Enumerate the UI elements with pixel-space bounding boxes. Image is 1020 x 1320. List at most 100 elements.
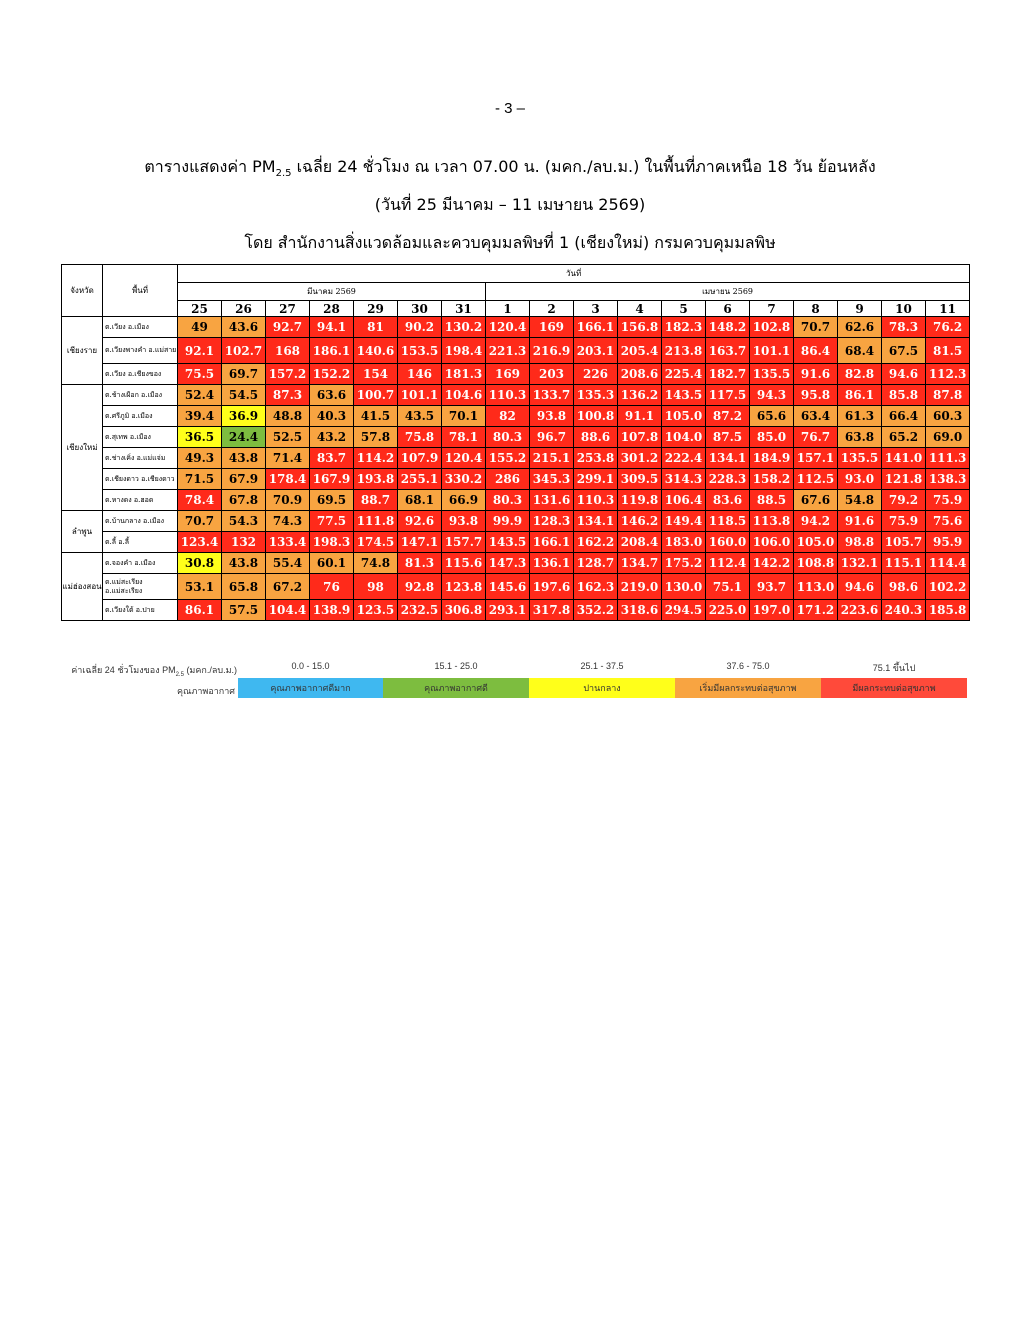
pm25-value-cell: 166.1: [529, 531, 574, 553]
pm25-value-cell: 203: [529, 363, 574, 385]
station-cell: ต.เวียง อ.เมือง: [102, 316, 178, 338]
pm25-value-cell: 75.8: [397, 426, 442, 448]
header-day: 31: [441, 300, 486, 317]
pm25-value-cell: 146.2: [617, 510, 662, 532]
pm25-value-cell: 223.6: [837, 599, 882, 621]
pm25-value-cell: 87.5: [705, 426, 750, 448]
legend-level: มีผลกระทบต่อสุขภาพ: [821, 678, 967, 698]
pm25-value-cell: 86.1: [177, 599, 222, 621]
pm25-value-cell: 152.2: [309, 363, 354, 385]
pm25-value-cell: 52.4: [177, 384, 222, 406]
pm25-value-cell: 178.4: [265, 468, 310, 490]
pm25-value-cell: 79.2: [881, 489, 926, 511]
pm25-value-cell: 49: [177, 316, 222, 338]
pm25-value-cell: 112.3: [924, 363, 971, 385]
pm25-value-cell: 168: [265, 337, 310, 364]
pm25-value-cell: 61.3: [837, 405, 882, 427]
pm25-value-cell: 105.0: [793, 531, 838, 553]
pm25-value-cell: 135.5: [749, 363, 794, 385]
pm25-value-cell: 93.8: [441, 510, 486, 532]
header-day: 11: [924, 300, 971, 317]
legend-range: 75.1 ขึ้นไป: [872, 663, 916, 673]
pm25-value-cell: 75.6: [924, 510, 971, 532]
pm25-value-cell: 169: [485, 363, 530, 385]
pm25-value-cell: 101.1: [397, 384, 442, 406]
pm25-value-cell: 70.9: [265, 489, 310, 511]
pm25-value-cell: 92.7: [265, 316, 310, 338]
pm25-value-cell: 76.7: [793, 426, 838, 448]
legend-caption: ค่าเฉลี่ย 24 ชั่วโมงของ PM2.5 (มคก./ลบ.ม…: [71, 665, 237, 678]
pm25-value-cell: 221.3: [485, 337, 530, 364]
pm25-value-cell: 69.7: [221, 363, 266, 385]
header-day: 26: [221, 300, 266, 317]
pm25-value-cell: 133.7: [529, 384, 574, 406]
pm25-value-cell: 167.9: [309, 468, 354, 490]
pm25-value-cell: 70.7: [177, 510, 222, 532]
legend-level: เริ่มมีผลกระทบต่อสุขภาพ: [675, 678, 821, 698]
province-cell: เชียงใหม่: [61, 384, 103, 511]
pm25-value-cell: 309.5: [617, 468, 662, 490]
pm25-value-cell: 208.4: [617, 531, 662, 553]
legend-range: 25.1 - 37.5: [580, 661, 624, 671]
pm25-value-cell: 146: [397, 363, 442, 385]
pm25-value-cell: 140.6: [353, 337, 398, 364]
pm25-value-cell: 198.3: [309, 531, 354, 553]
pm25-value-cell: 63.4: [793, 405, 838, 427]
pm25-value-cell: 80.3: [485, 426, 530, 448]
pm25-value-cell: 111.3: [924, 447, 971, 469]
pm25-value-cell: 94.3: [749, 384, 794, 406]
pm25-value-cell: 94.1: [309, 316, 354, 338]
station-cell: ต.บ้านกลาง อ.เมือง: [102, 510, 178, 532]
pm25-value-cell: 71.4: [265, 447, 310, 469]
pm25-value-cell: 175.2: [661, 552, 706, 574]
pm25-value-cell: 155.2: [485, 447, 530, 469]
pm25-value-cell: 184.9: [749, 447, 794, 469]
station-cell: ต.เวียงใต้ อ.ปาย: [102, 599, 178, 621]
pm25-value-cell: 352.2: [573, 599, 618, 621]
pm25-value-cell: 60.1: [309, 552, 354, 574]
pm25-value-cell: 43.8: [221, 552, 266, 574]
pm25-value-cell: 110.3: [573, 489, 618, 511]
pm25-value-cell: 147.3: [485, 552, 530, 574]
table-row: เชียงใหม่ ต.ช้างเผือก อ.เมือง 52.4 54.5 87.3…: [61, 384, 971, 511]
pm25-value-cell: 48.8: [265, 405, 310, 427]
pm25-value-cell: 135.3: [573, 384, 618, 406]
pm25-value-cell: 169: [529, 316, 574, 338]
pm25-value-cell: 69.5: [309, 489, 354, 511]
pm25-table: จังหวัด พื้นที่ วันที่ มีนาคม 2569 เมษาย…: [61, 264, 971, 621]
header-day: 5: [661, 300, 706, 317]
pm25-value-cell: 88.7: [353, 489, 398, 511]
pm25-value-cell: 182.3: [661, 316, 706, 338]
pm25-value-cell: 80.3: [485, 489, 530, 511]
pm25-value-cell: 108.8: [793, 552, 838, 574]
pm25-value-cell: 92.8: [397, 573, 442, 600]
table-row: แม่ฮ่องสอน ต.จองคำ อ.เมือง 30.8 43.8 55.4 60.…: [61, 552, 971, 621]
pm25-value-cell: 104.6: [441, 384, 486, 406]
station-cell: ต.เวียง อ.เชียงของ: [102, 363, 178, 385]
pm25-value-cell: 203.1: [573, 337, 618, 364]
pm25-value-cell: 76.2: [924, 316, 971, 338]
pm25-value-cell: 75.5: [177, 363, 222, 385]
pm25-value-cell: 149.4: [661, 510, 706, 532]
pm25-value-cell: 39.4: [177, 405, 222, 427]
table-row: ต.เวียงพางคำ อ.แม่สาย 92.1 102.7 168 186.1 14…: [62, 337, 971, 364]
pm25-value-cell: 87.8: [924, 384, 971, 406]
pm25-value-cell: 213.8: [661, 337, 706, 364]
pm25-value-cell: 132.1: [837, 552, 882, 574]
page-number: - 3 –: [494, 100, 525, 117]
table-row: ต.ลี้ อ.ลี้ 123.4 132 133.4 198.3 174.5 147.1 1…: [62, 531, 971, 553]
pm25-value-cell: 157.1: [793, 447, 838, 469]
legend-level: ปานกลาง: [529, 678, 675, 698]
pm25-value-cell: 43.2: [309, 426, 354, 448]
pm25-value-cell: 81: [353, 316, 398, 338]
pm25-value-cell: 82.8: [837, 363, 882, 385]
pm25-value-cell: 77.5: [309, 510, 354, 532]
pm25-value-cell: 54.5: [221, 384, 266, 406]
pm25-value-cell: 216.9: [529, 337, 574, 364]
header-day: 27: [265, 300, 310, 317]
pm25-value-cell: 102.8: [749, 316, 794, 338]
pm25-value-cell: 105.7: [881, 531, 926, 553]
pm25-value-cell: 75.9: [924, 489, 971, 511]
pm25-value-cell: 100.7: [353, 384, 398, 406]
pm25-value-cell: 107.8: [617, 426, 662, 448]
